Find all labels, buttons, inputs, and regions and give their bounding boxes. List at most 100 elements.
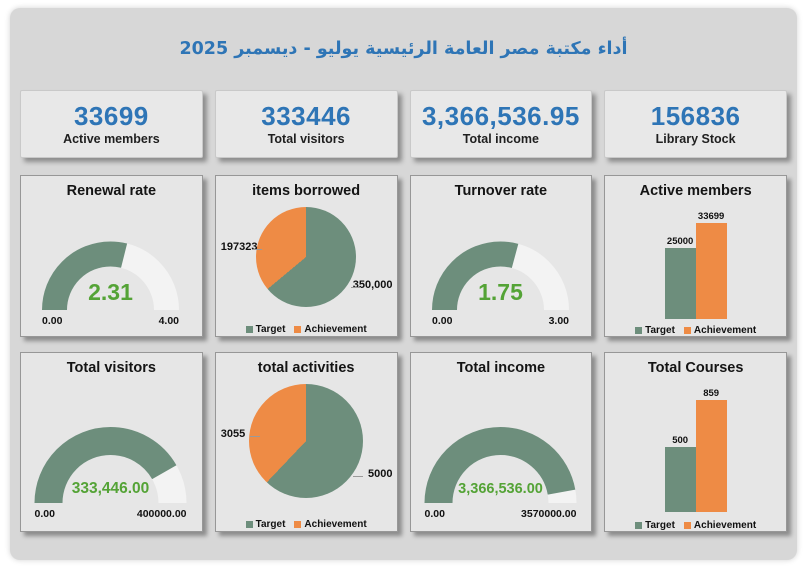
chart-body: 500 859 Target Achievement [605,385,786,531]
panel-total-visitors-gauge: Total visitors 333,446.00 0.00 400000.00 [20,352,203,532]
target-swatch-icon [635,522,643,529]
panel-total-activities: total activities 3055 5000 Target Achieve… [214,352,398,532]
kpi-value: 156836 [650,100,741,131]
panel-renewal-rate: Renewal rate 2.31 0.00 4.00 [20,175,203,337]
chart-body: 197323 350,000 Target Achievement [216,207,397,336]
gauge-value: 2.31 [88,279,133,305]
pie-chart [249,384,364,498]
gauge-chart: 2.31 0.00 4.00 [42,241,180,327]
gauge-min-label: 0.00 [35,508,56,520]
dashboard-board: أداء مكتبة مصر العامة الرئيسية يوليو - د… [10,8,797,560]
achievement-bar-group: 33699 [695,211,727,319]
panel-total-courses: Total Courses 500 859 Target Achievement [604,352,787,532]
kpi-row: 33699 Active members 333446 Total visito… [20,90,787,158]
kpi-label: Library Stock [655,132,736,147]
chart-title: Total visitors [66,360,156,376]
kpi-label: Active members [63,132,160,147]
achievement-bar [695,223,727,319]
chart-legend: Target Achievement [216,324,397,335]
chart-body: 1.75 0.00 3.00 [411,202,592,334]
target-bar-group: 25000 [664,236,696,319]
kpi-card-total-income: 3,366,536.95 Total income [409,90,593,158]
gauge-max-label: 3570000.00 [521,508,577,520]
chart-body: 333,446.00 0.00 400000.00 [21,379,202,529]
chart-title: Total Courses [647,360,744,376]
leader-line [251,249,262,250]
achievement-bar-value: 859 [703,388,720,399]
legend-achievement: Achievement [294,324,367,335]
legend-target: Target [635,520,675,531]
target-bar [664,447,696,512]
gauge-fill [431,241,569,311]
target-bar-value: 500 [672,435,689,446]
gauge-min-label: 0.00 [432,315,453,327]
achievement-bar [695,400,727,512]
gauge-chart: 1.75 0.00 3.00 [431,241,569,327]
target-swatch-icon [635,327,643,334]
achievement-swatch-icon [294,326,302,333]
kpi-card-total-visitors: 333446 Total visitors [214,90,398,158]
chart-legend: Target Achievement [216,519,397,530]
page-title: أداء مكتبة مصر العامة الرئيسية يوليو - د… [179,39,628,59]
leader-line [350,287,361,288]
kpi-card-library-stock: 156836 Library Stock [604,90,787,158]
chart-body: 3055 5000 Target Achievement [216,384,397,531]
gauge-max-label: 3.00 [548,315,569,327]
legend-target: Target [635,325,675,336]
pie-target-label: 350,000 [352,279,393,291]
achievement-bar-group: 859 [695,388,727,512]
target-swatch-icon [245,326,253,333]
achievement-swatch-icon [294,521,302,528]
chart-title: Turnover rate [454,183,548,199]
gauge-max-label: 400000.00 [137,508,187,520]
gauge-fill [34,427,187,504]
gauge-value: 1.75 [478,279,523,305]
legend-target: Target [245,324,285,335]
kpi-value: 33699 [73,100,149,131]
chart-body: 3,366,536.00 0.00 3570000.00 [411,379,592,529]
pie-target-label: 5000 [368,468,393,480]
panel-active-members-bar: Active members 25000 33699 Target Achieve… [604,175,787,337]
chart-legend: Target Achievement [605,325,786,336]
gauge-value: 3,366,536.00 [458,481,543,497]
legend-achievement: Achievement [294,519,367,530]
achievement-swatch-icon [683,522,691,529]
pie-achievement-label: 3055 [220,428,246,440]
panel-total-income-gauge: Total income 3,366,536.00 0.00 3570000.0… [409,352,593,532]
pie-achievement-label: 197323 [220,241,258,253]
achievement-swatch-icon [683,327,691,334]
target-bar-value: 25000 [666,236,694,247]
gauge-chart: 3,366,536.00 0.00 3570000.00 [424,427,577,520]
chart-title: Active members [639,183,752,199]
kpi-value: 3,366,536.95 [421,100,580,131]
gauge-value: 333,446.00 [72,480,150,497]
legend-target: Target [245,519,285,530]
charts-grid: Renewal rate 2.31 0.00 4.00 items borrow… [20,175,787,532]
gauge-min-label: 0.00 [424,508,445,520]
chart-body: 2.31 0.00 4.00 [21,202,202,334]
pie-chart [256,207,357,307]
kpi-value: 333446 [261,100,351,131]
kpi-label: Total income [462,132,539,147]
leader-line [352,476,363,477]
gauge-fill [42,241,179,311]
chart-title: Total income [456,360,546,376]
bar-chart: 500 859 [605,385,786,512]
panel-turnover-rate: Turnover rate 1.75 0.00 3.00 [409,175,593,337]
legend-achievement: Achievement [683,520,756,531]
gauge-min-label: 0.00 [42,315,63,327]
bar-chart: 25000 33699 [605,208,786,319]
title-row: أداء مكتبة مصر العامة الرئيسية يوليو - د… [10,8,797,90]
panel-items-borrowed: items borrowed 197323 350,000 Target Achi… [214,175,398,337]
kpi-label: Total visitors [267,132,345,147]
chart-legend: Target Achievement [605,520,786,531]
chart-title: Renewal rate [66,183,157,199]
leader-line [249,436,260,437]
target-swatch-icon [245,521,253,528]
legend-achievement: Achievement [683,325,756,336]
achievement-bar-value: 33699 [697,211,725,222]
chart-body: 25000 33699 Target Achievement [605,208,786,336]
target-bar [664,248,696,319]
chart-title: total activities [257,360,355,376]
gauge-max-label: 4.00 [159,315,180,327]
